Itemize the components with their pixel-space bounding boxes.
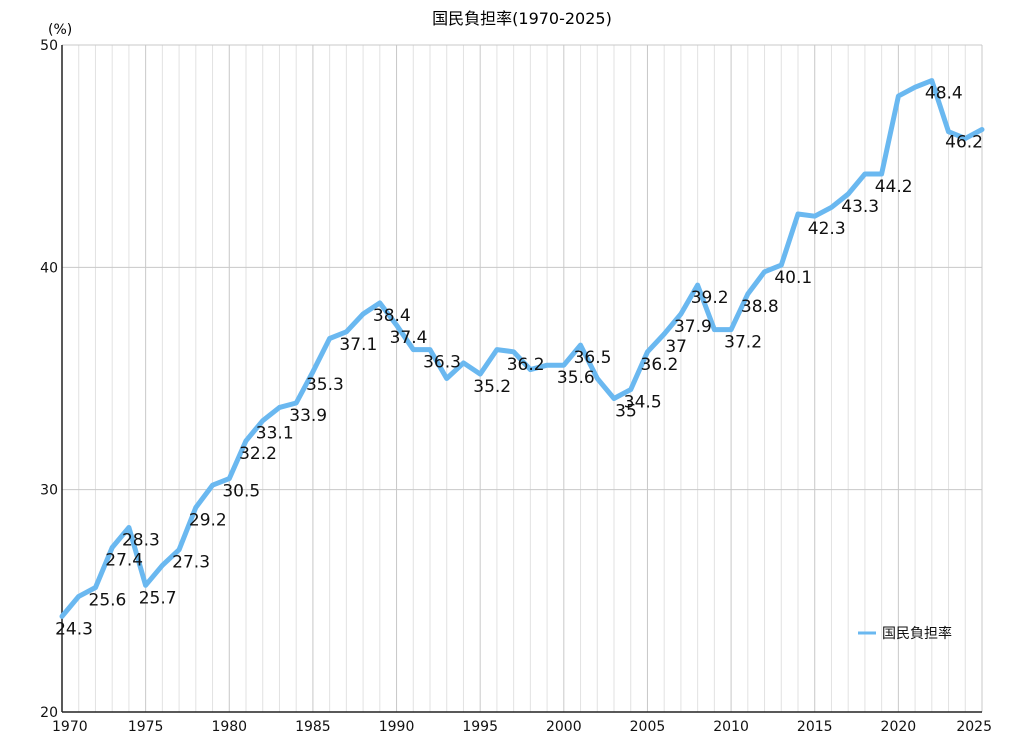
data-label: 37.4 [390,328,428,348]
x-tick-label: 2005 [630,719,666,735]
data-label: 35.2 [473,377,511,397]
grid [61,44,983,713]
data-label: 36.5 [574,348,612,368]
data-label: 46.2 [945,132,983,152]
data-label: 35 [615,402,637,422]
y-tick-label: 20 [40,705,58,721]
data-label: 37.2 [724,333,762,353]
data-label: 36.2 [641,355,679,375]
data-labels: 24.3 25.6 27.428.3 25.7 27.3 29.2 30.5 32.233.1… [55,84,983,640]
series [59,78,985,619]
data-label: 34.5 [624,393,662,413]
x-tick-label: 2020 [881,719,917,735]
y-tick-label: 30 [40,483,58,499]
y-axis-ticks: 20 30 40 50 [40,38,58,721]
data-label: 25.6 [89,590,127,610]
data-label: 37 [665,337,687,357]
data-label: 35.6 [557,368,595,388]
data-label: 36.3 [423,353,461,373]
data-label: 37.9 [674,317,712,337]
data-label: 30.5 [222,482,260,502]
x-tick-label: 2010 [713,719,749,735]
data-label: 36.2 [507,355,545,375]
x-tick-label: 1995 [462,719,498,735]
legend-label: 国民負担率 [882,625,952,642]
data-label: 38.8 [741,297,779,317]
x-tick-label: 1990 [379,719,415,735]
data-label: 38.4 [373,306,411,326]
data-label: 37.1 [339,335,377,355]
data-label: 33.9 [289,406,327,426]
y-tick-label: 50 [40,38,58,54]
data-label: 33.1 [256,424,294,444]
data-label: 43.3 [841,197,879,217]
data-label: 27.3 [172,553,210,573]
legend: 国民負担率 [858,625,952,642]
axes [61,45,982,713]
data-label: 29.2 [189,510,227,530]
series-line [59,78,985,619]
y-tick-label: 40 [40,260,58,276]
x-tick-label: 1970 [52,719,88,735]
chart-title: 国民負担率(1970-2025) [432,9,612,28]
x-tick-label: 1980 [211,719,247,735]
data-label: 32.2 [239,444,277,464]
data-label: 48.4 [925,84,963,104]
y-axis-unit: (%) [48,22,72,38]
data-label: 25.7 [139,588,177,608]
data-label: 42.3 [808,219,846,239]
x-tick-label: 2000 [546,719,582,735]
data-label: 35.3 [306,375,344,395]
data-label: 44.2 [875,177,913,197]
x-tick-label: 2015 [797,719,833,735]
data-label: 27.4 [105,550,143,570]
x-axis-ticks: 1970 1975 1980 1985 1990 1995 2000 2005 2010 2015… [52,719,992,735]
x-tick-label: 1975 [128,719,164,735]
data-label: 39.2 [691,288,729,308]
x-tick-label: 2025 [956,719,992,735]
x-tick-label: 1985 [295,719,331,735]
data-label: 28.3 [122,530,160,550]
data-label: 40.1 [774,268,812,288]
data-label: 24.3 [55,619,93,639]
